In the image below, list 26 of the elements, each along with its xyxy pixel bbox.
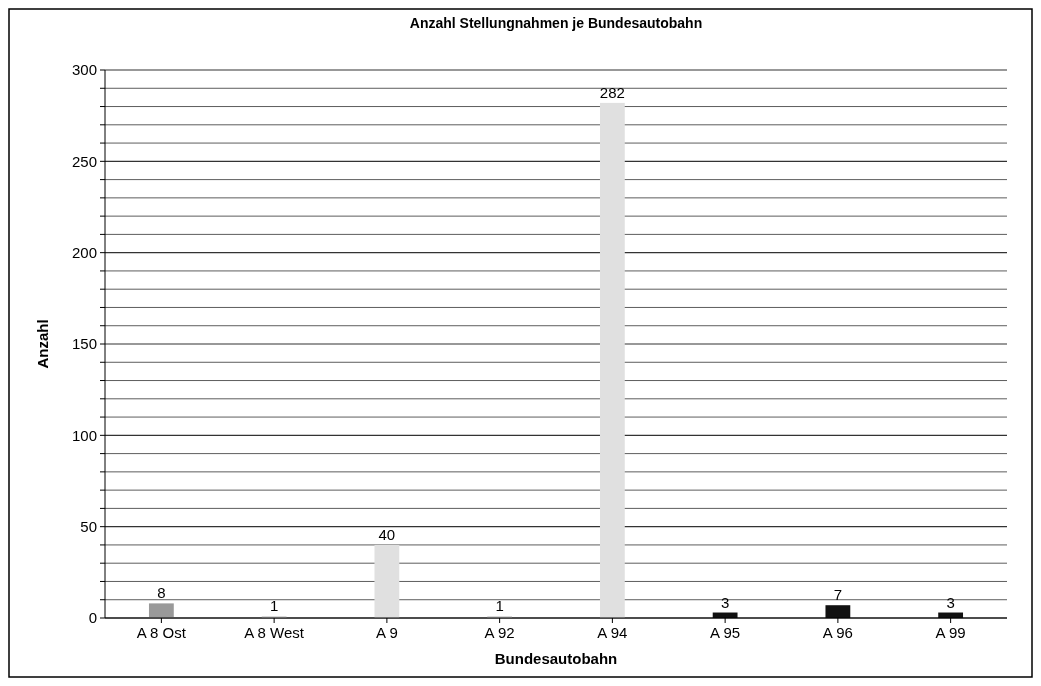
y-tick-label: 100 — [71, 426, 97, 444]
x-tick-label: A 99 — [935, 624, 966, 641]
y-tick-label: 0 — [88, 609, 97, 627]
data-label: 282 — [599, 83, 625, 101]
y-tick-label: 50 — [80, 517, 97, 535]
data-label: 7 — [833, 586, 843, 604]
data-label: 8 — [157, 584, 166, 602]
data-label: 1 — [269, 597, 279, 615]
x-axis-title: Bundesautobahn — [494, 650, 618, 667]
x-tick-label: A 9 — [376, 624, 398, 641]
y-tick-label: 200 — [71, 243, 97, 261]
y-tick-label: 300 — [71, 61, 97, 79]
data-label: 1 — [495, 597, 504, 615]
y-tick-label: 150 — [71, 335, 97, 353]
data-label: 40 — [378, 525, 396, 543]
x-tick-label: A 94 — [597, 624, 628, 641]
x-tick-label: A 8 West — [244, 624, 305, 641]
x-tick-label: A 8 Ost — [136, 624, 187, 641]
data-label: 3 — [720, 593, 730, 611]
y-tick-label: 250 — [71, 152, 97, 170]
data-label: 3 — [946, 593, 955, 611]
x-tick-label: A 96 — [822, 624, 853, 641]
chart-title: Anzahl Stellungnahmen je Bundesautobahn — [409, 15, 703, 31]
x-tick-label: A 95 — [710, 624, 741, 641]
y-axis-title: Anzahl — [34, 319, 51, 369]
x-tick-label: A 92 — [484, 624, 515, 641]
